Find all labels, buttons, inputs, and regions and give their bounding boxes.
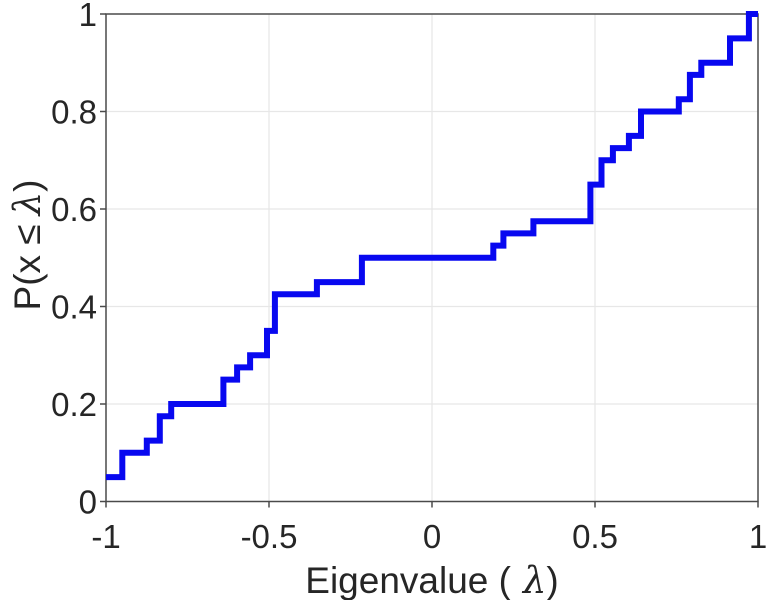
x-axis-label-close-paren: ) [546, 560, 558, 600]
x-tick-label: 1 [749, 518, 767, 555]
y-axis-label-close-paren: ) [7, 180, 48, 192]
x-tick-label: 0.5 [572, 518, 618, 555]
ecdf-step-line [106, 11, 758, 481]
y-tick-label: 0.6 [51, 191, 97, 228]
y-axis-label: P(x ≤ λ) [6, 180, 49, 311]
lambda-symbol: λ [6, 192, 49, 217]
x-tick-labels: -1 -0.5 0 0.5 1 [91, 518, 767, 555]
y-tick-label: 1 [79, 0, 97, 33]
x-axis-label: Eigenvalue (λ) [305, 559, 558, 600]
y-tick-label: 0.2 [51, 386, 97, 423]
y-tick-label: 0.4 [51, 289, 97, 326]
x-tick-label: -0.5 [241, 518, 298, 555]
axis-ticks [100, 13, 759, 508]
x-tick-label: 0 [423, 518, 441, 555]
lambda-symbol: λ [521, 559, 546, 600]
x-axis-label-text: Eigenvalue ( [305, 560, 511, 600]
y-tick-label: 0 [79, 484, 97, 521]
x-tick-label: -1 [91, 518, 120, 555]
y-axis-label-text: P(x ≤ [7, 224, 48, 310]
y-tick-label: 0.8 [51, 94, 97, 131]
y-tick-labels: 0 0.2 0.4 0.6 0.8 1 [51, 0, 97, 521]
